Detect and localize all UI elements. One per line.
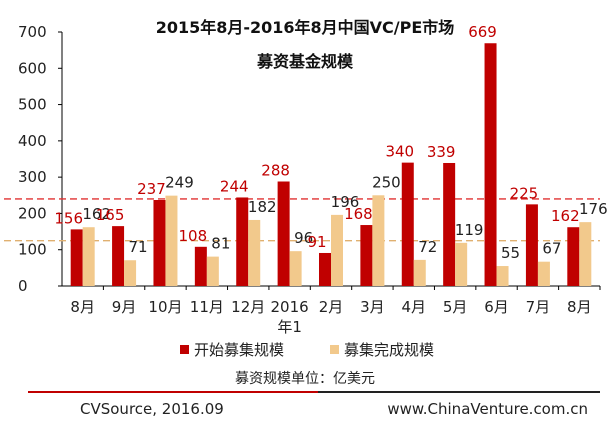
bar-series-start (277, 181, 290, 286)
bar-series-complete (455, 242, 468, 286)
data-label-start: 339 (427, 143, 456, 161)
x-tick-label: 8月 (567, 298, 592, 316)
x-tick-label: 4月 (401, 298, 426, 316)
bar-series-start (112, 226, 125, 286)
bar-series-complete (124, 260, 137, 286)
bar-series-start (525, 204, 538, 286)
y-tick-label: 200 (18, 204, 47, 222)
bar-series-start (70, 229, 83, 286)
bar-series-start (401, 162, 414, 286)
data-label-complete: 55 (501, 244, 520, 262)
y-tick-label: 600 (18, 59, 47, 77)
data-label-complete: 119 (455, 221, 484, 239)
y-tick-label: 100 (18, 241, 47, 259)
chart-title-line1: 2015年8月-2016年8月中国VC/PE市场 (155, 18, 455, 37)
bar-series-start (360, 225, 373, 286)
x-tick-label: 10月 (148, 298, 182, 316)
footer-source: CVSource, 2016.09 (80, 400, 224, 418)
x-tick-label: 3月 (360, 298, 385, 316)
bar-series-complete (579, 222, 592, 286)
data-label-complete: 196 (331, 193, 360, 211)
data-label-start: 225 (510, 184, 539, 202)
legend-label-start: 开始募集规模 (194, 341, 284, 359)
chart-title-line2: 募资基金规模 (256, 52, 353, 71)
x-tick-label: 11月 (190, 298, 224, 316)
bar-series-complete (331, 214, 343, 286)
data-label-complete: 250 (372, 173, 401, 191)
bar-series-start (194, 246, 207, 286)
x-tick-label: 6月 (484, 298, 509, 316)
bar-series-complete (537, 261, 550, 286)
x-tick-label: 2月 (319, 298, 344, 316)
data-label-complete: 71 (129, 238, 148, 256)
y-tick-label: 500 (18, 96, 47, 114)
bar-series-complete (413, 259, 426, 286)
x-tick-label: 2016 (271, 298, 309, 316)
data-label-start: 288 (261, 161, 290, 179)
x-tick-label: 5月 (443, 298, 468, 316)
data-label-complete: 72 (418, 238, 437, 256)
legend-swatch-start (180, 345, 189, 354)
data-label-start: 244 (220, 177, 249, 195)
data-label-start: 168 (344, 205, 373, 223)
bar-series-complete (165, 195, 178, 286)
y-tick-label: 300 (18, 168, 47, 186)
data-label-complete: 81 (211, 235, 230, 253)
bar-series-start (567, 227, 580, 286)
bar-series-complete (289, 251, 302, 286)
x-tick-label: 年1 (277, 318, 302, 336)
data-label-complete: 162 (82, 205, 111, 223)
data-label-start: 156 (54, 209, 83, 227)
bar-series-complete (496, 266, 509, 286)
x-tick-label: 7月 (526, 298, 551, 316)
bar-series-start (236, 197, 249, 286)
y-tick-label: 400 (18, 132, 47, 150)
bar-series-start (319, 252, 331, 286)
bar-series-complete (248, 219, 261, 286)
data-label-start: 91 (307, 233, 326, 251)
data-label-start: 108 (179, 227, 208, 245)
data-label-complete: 67 (542, 240, 561, 258)
bar-series-start (443, 162, 456, 286)
data-label-start: 669 (468, 23, 497, 41)
data-label-start: 165 (96, 206, 125, 224)
y-tick-label: 700 (18, 23, 47, 41)
data-label-start: 162 (551, 207, 580, 225)
bar-series-start (484, 43, 497, 287)
bar-series-complete (82, 227, 95, 286)
footer-website: www.ChinaVenture.com.cn (387, 400, 588, 418)
y-tick-label: 0 (18, 277, 28, 295)
data-label-complete: 96 (294, 229, 313, 247)
legend-swatch-complete (330, 345, 339, 354)
bar-series-complete (372, 195, 385, 286)
bar-series-start (153, 200, 166, 286)
x-tick-label: 9月 (112, 298, 137, 316)
legend-label-complete: 募集完成规模 (344, 341, 434, 359)
data-label-start: 340 (385, 143, 414, 161)
data-label-complete: 176 (579, 200, 608, 218)
data-label-complete: 182 (248, 198, 277, 216)
bar-series-complete (206, 256, 219, 286)
data-label-complete: 249 (165, 174, 194, 192)
x-tick-label: 12月 (231, 298, 265, 316)
unit-note: 募资规模单位：亿美元 (235, 371, 375, 387)
data-label-start: 237 (137, 180, 166, 198)
x-tick-label: 8月 (70, 298, 95, 316)
